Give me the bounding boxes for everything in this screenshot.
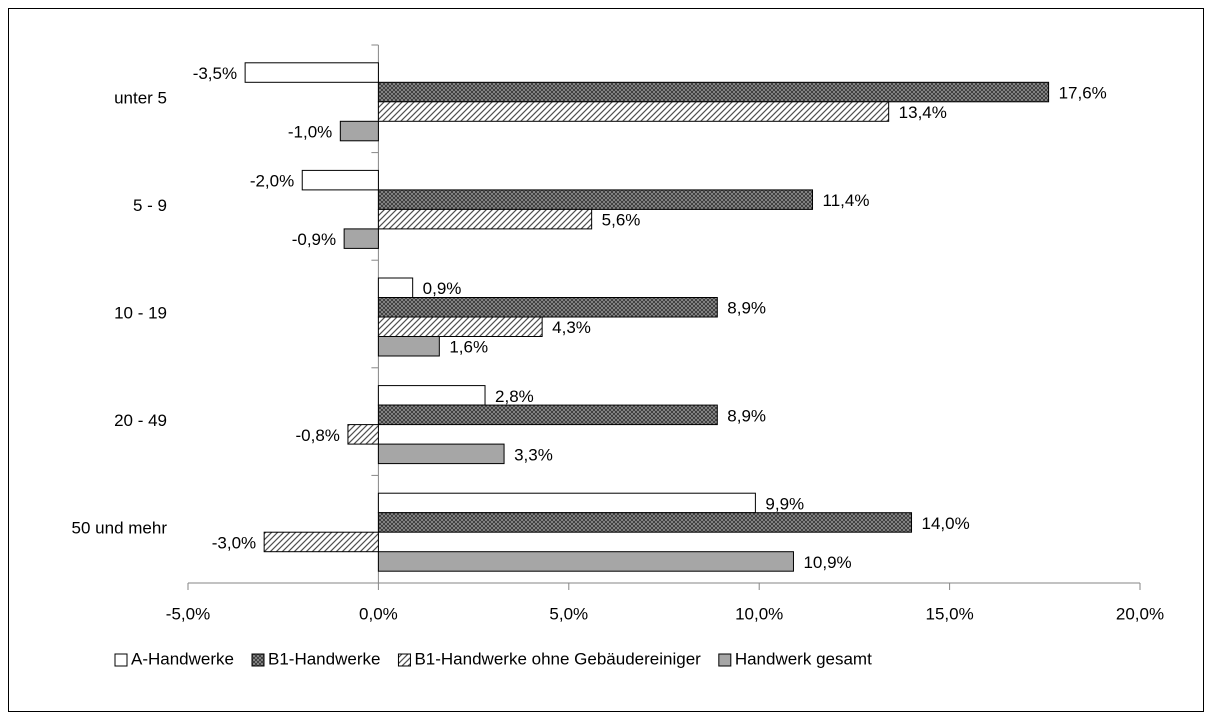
value-label: 4,3% <box>552 318 591 337</box>
legend-swatch <box>251 653 265 667</box>
x-tick-label: 15,0% <box>925 604 973 623</box>
legend-label: A-Handwerke <box>131 649 234 668</box>
y-tick-label: 50 und mehr <box>72 519 168 538</box>
legend-label: B1-Handwerke ohne Gebäudereiniger <box>414 649 701 668</box>
bar <box>377 297 718 318</box>
x-tick-label: 20,0% <box>1116 604 1164 623</box>
y-tick-label: unter 5 <box>114 88 167 107</box>
bar <box>377 277 414 298</box>
value-label: 9,9% <box>765 494 804 513</box>
bar <box>301 169 379 191</box>
value-label: -3,5% <box>193 64 237 83</box>
value-label: 8,9% <box>727 299 766 318</box>
bar <box>347 424 379 445</box>
bar <box>377 316 543 337</box>
x-tick-label: 0,0% <box>359 604 398 623</box>
value-label: 14,0% <box>922 514 970 533</box>
x-tick-label: 5,0% <box>549 604 588 623</box>
value-label: 13,4% <box>899 103 947 122</box>
legend-label: Handwerk gesamt <box>735 649 872 668</box>
value-label: 11,4% <box>823 191 870 210</box>
x-tick-label: -5,0% <box>166 604 210 623</box>
bar <box>377 189 814 210</box>
legend-swatch <box>718 653 732 667</box>
y-tick-label: 10 - 19 <box>114 303 167 322</box>
value-label: -2,0% <box>250 172 294 191</box>
bar <box>377 385 486 406</box>
value-label: -0,9% <box>292 230 336 249</box>
y-tick-label: 20 - 49 <box>114 411 167 430</box>
bar <box>377 81 1050 103</box>
legend-swatch <box>397 653 411 667</box>
bar <box>377 404 718 426</box>
value-label: 3,3% <box>514 445 553 464</box>
value-label: 17,6% <box>1059 84 1107 103</box>
bar <box>377 336 440 357</box>
bar <box>343 228 379 249</box>
bar <box>377 208 593 230</box>
value-label: 2,8% <box>495 387 534 406</box>
value-label: 5,6% <box>602 211 641 230</box>
frame <box>8 8 1204 712</box>
bar <box>339 120 379 142</box>
value-label: -0,8% <box>296 426 340 445</box>
value-label: 10,9% <box>803 553 851 572</box>
bar <box>263 531 379 553</box>
legend-label: B1-Handwerke <box>268 649 380 668</box>
bar <box>377 512 913 533</box>
value-label: 1,6% <box>449 338 488 357</box>
value-label: 8,9% <box>727 406 766 425</box>
bar <box>377 101 890 122</box>
value-label: -1,0% <box>288 123 332 142</box>
x-tick-label: 10,0% <box>735 604 783 623</box>
bar <box>244 62 379 83</box>
value-label: -3,0% <box>212 533 256 552</box>
value-label: 0,9% <box>423 279 462 298</box>
y-tick-label: 5 - 9 <box>133 196 167 215</box>
bar <box>377 551 794 572</box>
bar <box>377 492 756 514</box>
legend-swatch <box>114 653 128 667</box>
bar <box>377 443 505 465</box>
